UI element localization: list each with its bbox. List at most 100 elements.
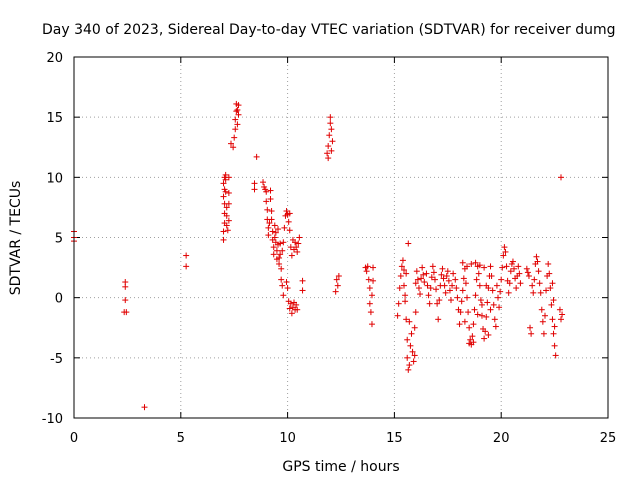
data-point: [496, 304, 503, 311]
data-point: [409, 348, 416, 355]
data-point: [462, 280, 469, 287]
data-point: [264, 206, 271, 213]
data-point: [444, 268, 451, 275]
data-point: [467, 336, 474, 343]
data-point: [270, 251, 277, 258]
data-point: [271, 234, 278, 241]
data-point: [546, 270, 553, 277]
data-point: [231, 134, 238, 141]
data-point: [232, 116, 239, 123]
data-point: [286, 305, 293, 312]
data-point: [418, 275, 425, 282]
data-point: [293, 301, 300, 308]
data-point: [429, 263, 436, 270]
data-point: [438, 271, 445, 278]
data-point: [547, 285, 554, 292]
data-point: [403, 270, 410, 277]
data-point: [299, 287, 306, 294]
data-point: [476, 262, 483, 269]
data-point: [549, 316, 556, 323]
x-tick-label: 5: [177, 431, 185, 446]
data-point: [415, 285, 422, 292]
data-point: [406, 318, 413, 325]
data-point: [414, 276, 421, 283]
data-point: [505, 289, 512, 296]
data-point: [549, 280, 556, 287]
data-point: [368, 321, 375, 328]
data-point: [223, 222, 230, 229]
data-point: [265, 232, 272, 239]
x-tick-label: 25: [600, 431, 617, 446]
data-point: [534, 258, 541, 265]
data-point: [460, 275, 467, 282]
data-point: [288, 252, 295, 259]
data-point: [283, 208, 290, 215]
data-point: [366, 300, 373, 307]
data-point: [225, 217, 232, 224]
data-point: [470, 339, 477, 346]
data-point: [402, 292, 409, 299]
data-point: [276, 254, 283, 261]
data-point: [475, 270, 482, 277]
data-point: [457, 309, 464, 316]
data-point: [294, 306, 301, 313]
x-tick-label: 10: [279, 431, 296, 446]
data-point: [556, 306, 563, 313]
data-point: [427, 285, 434, 292]
data-point: [489, 287, 496, 294]
data-point: [370, 277, 377, 284]
data-point: [435, 316, 442, 323]
data-point: [440, 275, 447, 282]
data-point: [470, 321, 477, 328]
data-point: [420, 271, 427, 278]
data-point: [281, 224, 288, 231]
data-point: [500, 252, 507, 259]
data-point: [122, 283, 129, 290]
data-point: [488, 273, 495, 280]
data-point: [407, 342, 414, 349]
data-point: [280, 292, 287, 299]
data-point: [426, 300, 433, 307]
data-point: [511, 265, 518, 272]
data-point: [296, 234, 303, 241]
data-point: [277, 240, 284, 247]
data-point: [450, 270, 457, 277]
data-point: [441, 282, 448, 289]
data-point: [332, 288, 339, 295]
data-point: [469, 333, 476, 340]
data-point: [558, 174, 565, 181]
data-point: [279, 247, 286, 254]
data-point: [183, 263, 190, 270]
data-point: [535, 268, 542, 275]
data-point: [269, 228, 276, 235]
data-point: [502, 248, 509, 255]
data-point: [550, 297, 557, 304]
data-point: [478, 301, 485, 308]
data-point: [483, 282, 490, 289]
data-point: [263, 188, 270, 195]
data-point: [405, 366, 412, 373]
data-point: [482, 328, 489, 335]
grid-lines: [74, 57, 608, 418]
data-point: [539, 318, 546, 325]
y-tick-label: 15: [46, 111, 63, 126]
data-point: [327, 114, 334, 121]
data-point: [123, 309, 130, 316]
data-point: [251, 186, 258, 193]
data-point: [224, 227, 231, 234]
data-point: [227, 140, 234, 147]
data-point: [423, 270, 430, 277]
data-point: [461, 318, 468, 325]
data-point: [272, 229, 279, 236]
data-point: [464, 294, 471, 301]
y-tick-label: 5: [55, 232, 63, 247]
data-point: [328, 126, 335, 133]
data-point: [466, 324, 473, 331]
data-points: [71, 100, 566, 411]
data-point: [428, 274, 435, 281]
data-point: [466, 340, 473, 347]
data-point: [458, 298, 465, 305]
data-point: [492, 323, 499, 330]
data-point: [533, 253, 540, 260]
data-point: [430, 269, 437, 276]
